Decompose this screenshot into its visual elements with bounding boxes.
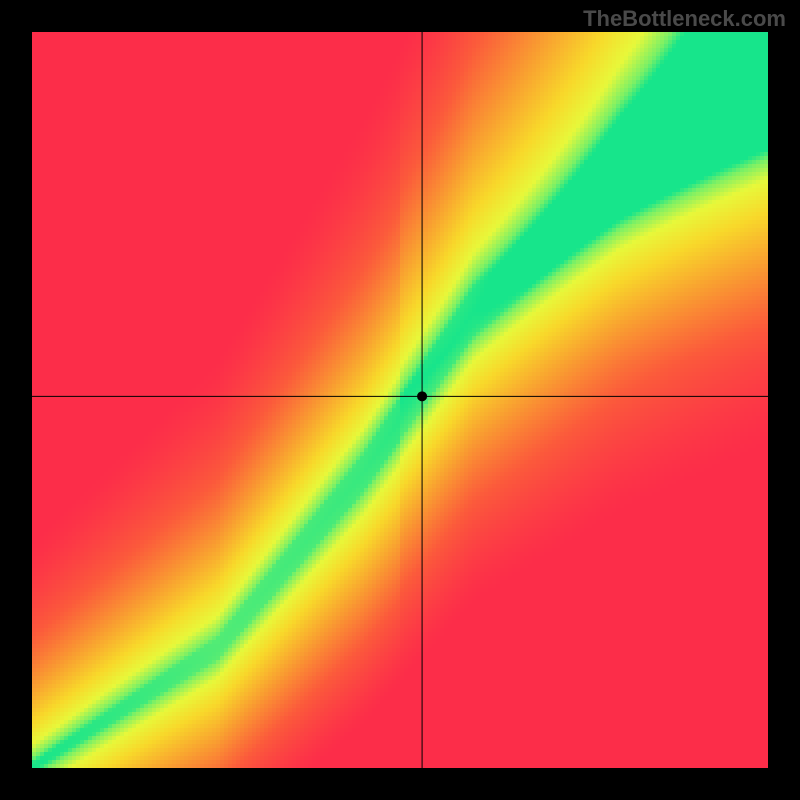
crosshair-marker [417, 391, 427, 401]
heatmap-plot [32, 32, 768, 768]
watermark: TheBottleneck.com [583, 6, 786, 32]
heatmap-overlay [32, 32, 768, 768]
